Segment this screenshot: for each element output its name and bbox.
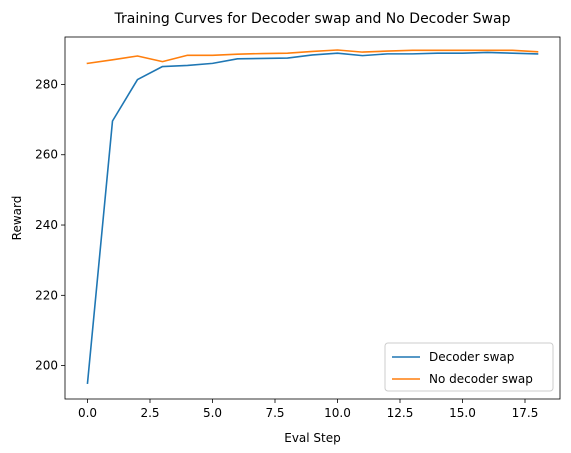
series-line-decoder-swap [86,51,539,385]
legend: Decoder swap No decoder swap [384,342,554,392]
x-axis: 0.0 2.5 5.0 7.5 10.0 12.5 15.0 17.5 [78,399,538,420]
x-axis-label: Eval Step [284,431,341,445]
y-tick-label: 240 [35,218,58,232]
plot-area [65,37,560,399]
series-line-no-decoder-swap [86,49,539,65]
y-tick-label: 200 [35,359,58,373]
y-tick-label: 220 [35,288,58,302]
y-axis-label: Reward [10,196,24,241]
legend-label-no-decoder-swap: No decoder swap [429,372,533,386]
y-tick-label: 280 [35,77,58,91]
chart-title: Training Curves for Decoder swap and No … [114,11,511,27]
x-tick-label: 12.5 [387,406,414,420]
y-axis: 200 220 240 260 280 [35,77,65,373]
legend-label-decoder-swap: Decoder swap [429,350,514,364]
x-tick-label: 17.5 [512,406,539,420]
x-tick-label: 7.5 [265,406,284,420]
x-tick-label: 10.0 [324,406,351,420]
series-lines [86,49,539,385]
x-tick-label: 0.0 [78,406,97,420]
legend-box [384,342,554,392]
x-tick-label: 2.5 [140,406,159,420]
y-tick-label: 260 [35,148,58,162]
plot-frame [64,36,561,400]
x-tick-label: 15.0 [449,406,476,420]
x-tick-label: 5.0 [203,406,222,420]
